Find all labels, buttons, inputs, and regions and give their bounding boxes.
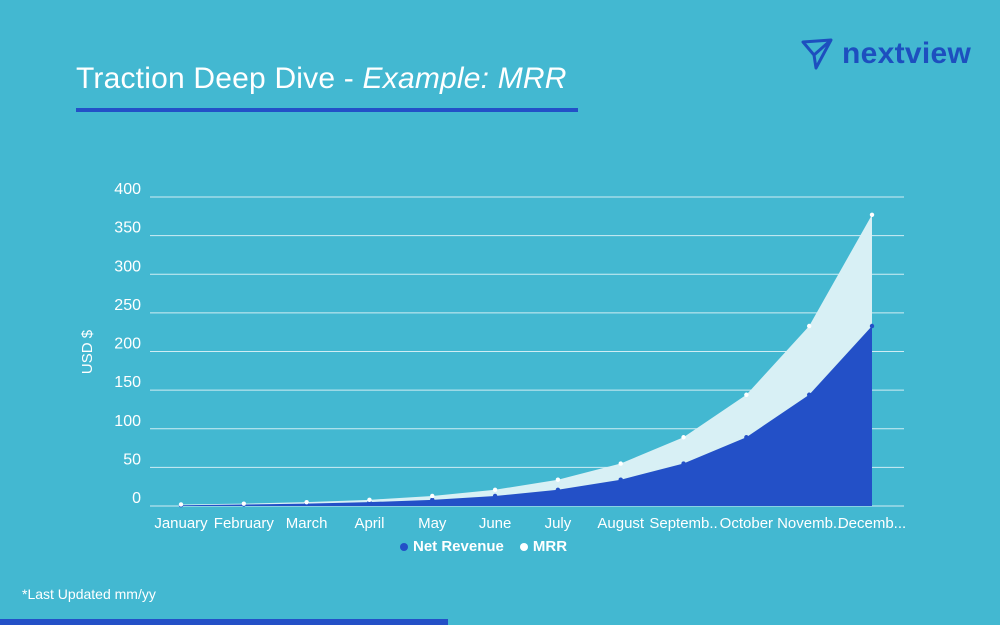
point-net-revenue: [869, 323, 875, 329]
brand-logo: nextview: [800, 34, 971, 74]
footnote: *Last Updated mm/yy: [22, 586, 156, 602]
x-tick-label: June: [479, 515, 512, 532]
y-axis-label: USD $: [79, 329, 96, 374]
point-net-revenue: [555, 487, 561, 492]
y-tick-label: 200: [114, 336, 141, 353]
y-tick-label: 350: [114, 220, 141, 237]
point-layer: [178, 212, 875, 508]
page-title: Traction Deep Dive - Example: MRR: [76, 62, 567, 96]
x-tick-label: March: [286, 515, 328, 532]
paper-plane-icon: [801, 38, 833, 70]
point-mrr: [744, 392, 749, 397]
x-tick-label: January: [154, 515, 208, 532]
y-tick-label: 250: [114, 297, 141, 314]
area-mrr: [181, 214, 872, 506]
legend-swatch-mrr: [519, 542, 528, 551]
legend-label-net-revenue: Net Revenue: [413, 538, 504, 555]
point-mrr: [555, 477, 561, 482]
x-tick-label: Septemb..: [649, 515, 717, 532]
point-mrr: [681, 435, 686, 440]
area-layer: [181, 214, 872, 506]
point-mrr: [492, 487, 498, 492]
legend-swatch-net-revenue: [400, 542, 408, 551]
x-tick-label: Decemb...: [838, 515, 906, 532]
point-net-revenue: [618, 477, 623, 482]
y-tick-label: 400: [114, 181, 141, 198]
y-tick-labels: 0 50 100 150 200 250 300 350 400: [114, 181, 141, 507]
point-mrr: [367, 497, 372, 503]
chart-legend: Net Revenue MRR: [400, 538, 567, 555]
x-tick-label: May: [418, 515, 447, 532]
title-italic: Example: MRR: [362, 62, 567, 95]
point-mrr: [178, 502, 184, 507]
x-tick-labels: January February March April May June July Augu…: [154, 515, 906, 532]
point-net-revenue: [492, 493, 498, 499]
logo-text: nextview: [842, 37, 972, 70]
y-tick-label: 0: [132, 490, 141, 507]
point-mrr: [304, 499, 309, 505]
title-underline: [76, 108, 578, 112]
point-mrr: [869, 212, 875, 217]
x-tick-label: August: [597, 515, 645, 532]
legend-label-mrr: MRR: [532, 538, 568, 555]
point-mrr: [430, 493, 435, 499]
point-net-revenue: [744, 435, 749, 440]
y-tick-label: 150: [114, 374, 141, 391]
title-main: Traction Deep Dive -: [76, 62, 363, 95]
x-tick-label: July: [545, 515, 572, 532]
legend-item-mrr: MRR: [519, 538, 568, 555]
point-mrr: [806, 323, 812, 329]
legend-item-net-revenue: Net Revenue: [400, 538, 504, 555]
y-tick-label: 100: [114, 413, 141, 430]
point-mrr: [618, 461, 623, 466]
y-tick-label: 50: [123, 451, 141, 468]
point-mrr: [241, 501, 247, 506]
point-net-revenue: [806, 392, 812, 397]
bottom-accent-bar: [0, 619, 448, 625]
area-net-revenue: [181, 326, 872, 506]
point-net-revenue: [430, 497, 435, 503]
x-tick-label: October: [720, 515, 773, 532]
x-tick-label: April: [354, 515, 384, 532]
x-tick-label: February: [214, 515, 275, 532]
y-tick-label: 300: [114, 258, 141, 275]
x-tick-label: Novemb..: [777, 515, 841, 532]
point-net-revenue: [681, 461, 686, 466]
